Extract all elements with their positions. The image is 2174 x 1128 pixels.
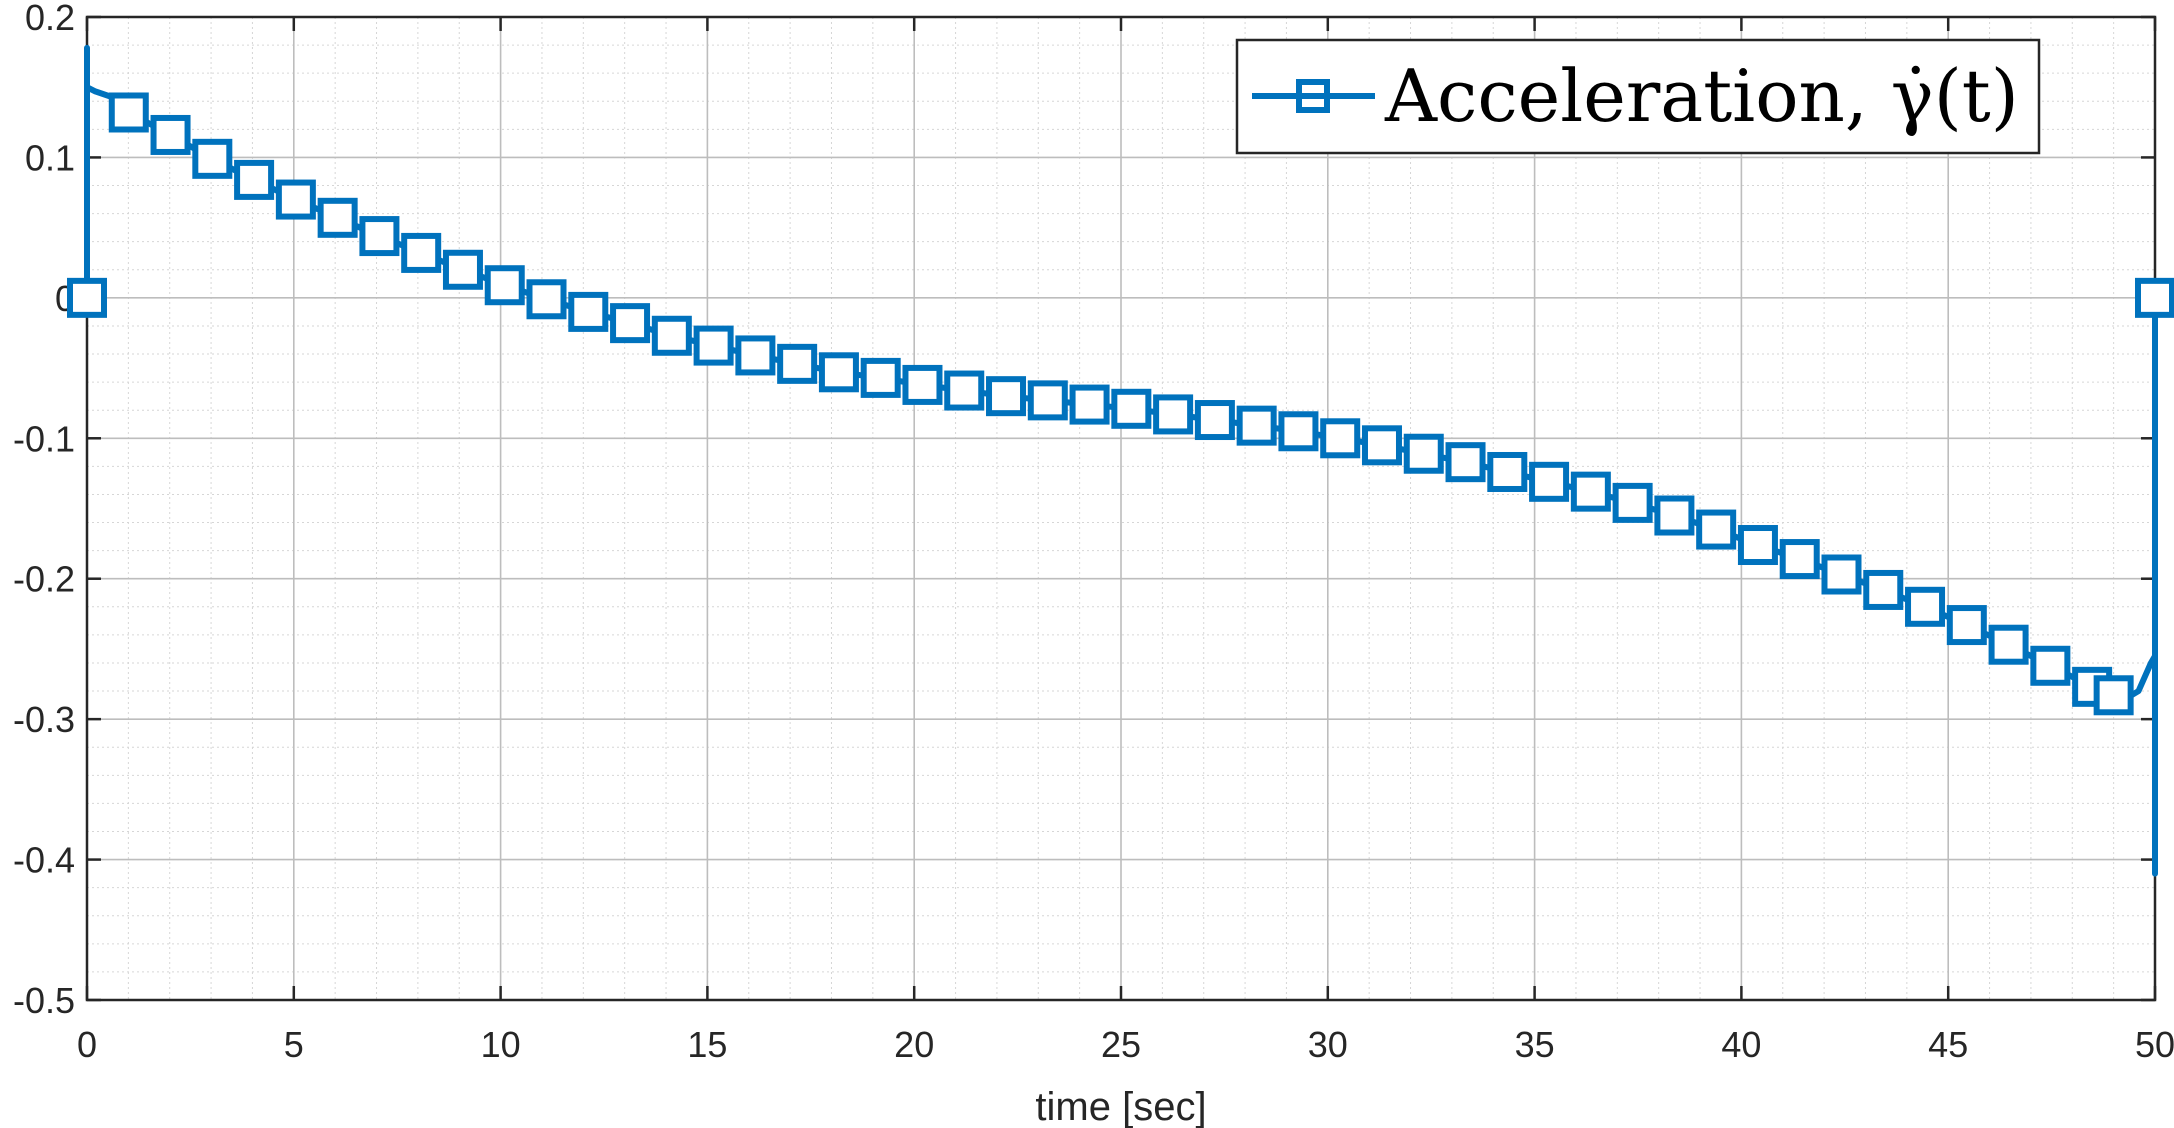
data-point-marker (1361, 425, 1402, 466)
data-point-marker (1111, 388, 1152, 429)
x-tick-label: 15 (687, 1024, 727, 1065)
x-tick-label: 30 (1308, 1024, 1348, 1065)
data-point-marker (150, 114, 191, 155)
data-point-marker (1988, 624, 2029, 665)
data-point-marker (1779, 539, 1820, 580)
x-tick-label: 0 (77, 1024, 97, 1065)
data-point-marker (944, 370, 985, 411)
data-point-marker (1529, 461, 1570, 502)
x-tick-label: 10 (481, 1024, 521, 1065)
data-point-marker (651, 315, 692, 356)
y-tick-label: 0.2 (25, 0, 75, 38)
data-point-marker (1570, 471, 1611, 512)
data-point-marker (1027, 380, 1068, 421)
data-point-marker (1737, 525, 1778, 566)
legend-label: Acceleration, γ̇(t) (1384, 54, 2019, 138)
data-point-marker (1946, 605, 1987, 646)
data-point-marker (860, 357, 901, 398)
data-point-marker (1696, 509, 1737, 550)
data-point-marker (568, 291, 609, 332)
data-point-marker (2093, 675, 2134, 716)
data-point-marker (1069, 384, 1110, 425)
data-point-marker (1236, 405, 1277, 446)
data-point-marker (777, 343, 818, 384)
legend-marker-sample (1296, 79, 1330, 113)
data-point-marker (67, 277, 107, 318)
data-point-marker (1863, 569, 1904, 610)
data-point-marker (275, 179, 316, 220)
y-tick-label: -0.5 (13, 980, 75, 1021)
x-tick-label: 5 (284, 1024, 304, 1065)
y-tick-label: -0.1 (13, 418, 75, 459)
data-point-marker (317, 197, 358, 238)
data-point-marker (610, 303, 651, 344)
x-tick-label: 25 (1101, 1024, 1141, 1065)
y-tick-label: -0.3 (13, 699, 75, 740)
x-tick-label: 50 (2135, 1024, 2174, 1065)
data-point-marker (526, 279, 567, 320)
data-point-marker (442, 249, 483, 290)
data-point-marker (1445, 442, 1486, 483)
data-point-marker (1654, 495, 1695, 536)
data-point-marker (818, 352, 859, 393)
data-point-marker (2030, 645, 2071, 686)
data-point-marker (1612, 482, 1653, 523)
data-point-marker (359, 216, 400, 257)
x-tick-label: 45 (1928, 1024, 1968, 1065)
y-tick-label: -0.4 (13, 840, 75, 881)
data-point-marker (1320, 418, 1361, 459)
data-point-marker (2135, 277, 2174, 318)
data-point-marker (484, 265, 525, 306)
data-point-marker (192, 138, 233, 179)
data-point-marker (234, 159, 275, 200)
data-point-marker (986, 376, 1027, 417)
series-group (67, 44, 2174, 877)
data-point-marker (693, 325, 734, 366)
data-point-marker (1403, 433, 1444, 474)
data-point-marker (108, 92, 149, 133)
data-point-marker (1905, 586, 1946, 627)
data-point-marker (735, 335, 776, 376)
data-point-marker (1278, 411, 1319, 452)
data-point-marker (1821, 554, 1862, 595)
x-tick-labels: 0 5 10 15 20 25 30 35 40 45 50 (77, 1024, 2174, 1065)
x-tick-label: 20 (894, 1024, 934, 1065)
x-tick-label: 35 (1515, 1024, 1555, 1065)
x-axis-label: time [sec] (1035, 1085, 1206, 1128)
major-grid (87, 17, 2155, 1000)
legend: Acceleration, γ̇(t) (1235, 38, 2041, 155)
data-point-marker (1194, 400, 1235, 441)
data-point-marker (401, 232, 442, 273)
y-tick-label: 0.1 (25, 137, 75, 178)
y-tick-label: -0.2 (13, 559, 75, 600)
data-point-marker (1487, 451, 1528, 492)
data-point-marker (902, 364, 943, 405)
x-tick-label: 40 (1721, 1024, 1761, 1065)
data-point-marker (1153, 394, 1194, 435)
